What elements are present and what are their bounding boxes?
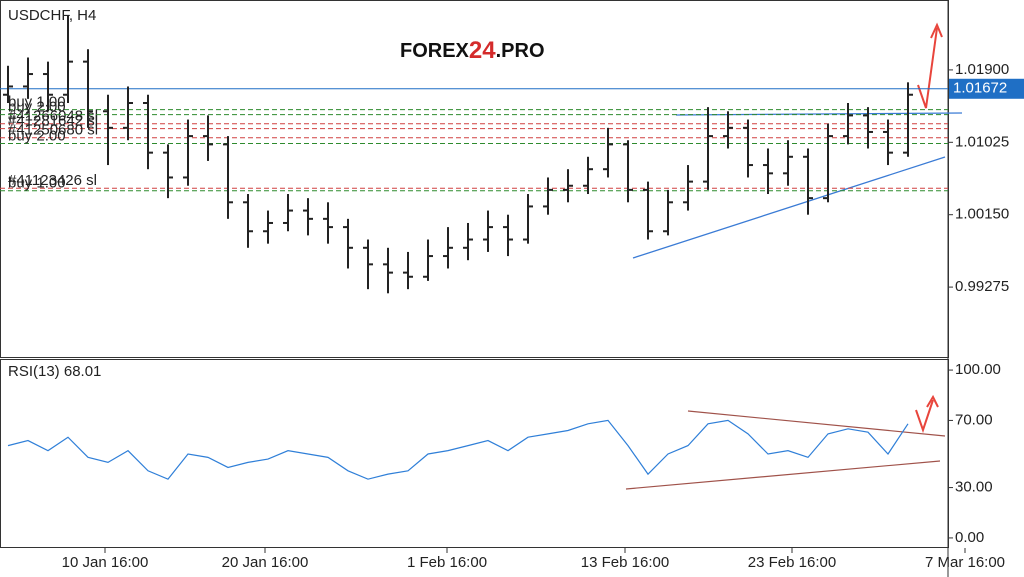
arrows	[915, 22, 943, 434]
y-tick-label: 1.00150	[955, 206, 1009, 223]
arrow-head	[930, 22, 943, 39]
y-tick-label: 0.99275	[955, 278, 1009, 295]
rsi-title: RSI(13) 68.01	[8, 363, 101, 380]
rsi-line	[7, 419, 909, 480]
y-tick-label: 0.00	[955, 529, 984, 546]
x-tick-label: 23 Feb 16:00	[748, 554, 836, 571]
order-label: buy 2.00	[8, 128, 66, 145]
order-label: #41250680 sl	[8, 122, 98, 139]
trend-line	[632, 156, 946, 259]
order-label: buy 1.00	[8, 175, 66, 192]
order-label: buy 1.00	[8, 94, 66, 111]
arrow-head	[926, 394, 939, 408]
order-label: #41123426 sl	[8, 172, 97, 189]
rsi-trend-line	[687, 410, 946, 437]
watermark: FOREX24.PRO	[400, 37, 545, 64]
x-tick-label: 7 Mar 16:00	[925, 554, 1005, 571]
y-tick-label: 1.01900	[955, 61, 1009, 78]
current-price-label: 1.01672	[953, 80, 1007, 97]
y-tick-label: 1.01025	[955, 133, 1009, 150]
x-tick-label: 20 Jan 16:00	[222, 554, 309, 571]
y-tick-label: 30.00	[955, 479, 993, 496]
x-tick-label: 1 Feb 16:00	[407, 554, 487, 571]
order-label: buy 2.00	[8, 99, 66, 116]
x-tick-label: 13 Feb 16:00	[581, 554, 669, 571]
current-price-box	[949, 78, 1024, 99]
order-label: #41266048 sl	[8, 108, 98, 125]
x-tick-label: 10 Jan 16:00	[62, 554, 149, 571]
order-label: #41281642 sl	[8, 113, 98, 130]
y-tick-label: 100.00	[955, 361, 1001, 378]
arrow	[917, 27, 938, 109]
rsi-trend-line	[625, 460, 941, 490]
y-tick-label: 70.00	[955, 411, 993, 428]
chart-title: USDCHF, H4	[8, 7, 96, 24]
rsi-panel-frame	[0, 359, 949, 548]
arrow	[915, 399, 934, 434]
watermark-part: FOREX24.PRO	[400, 37, 545, 64]
